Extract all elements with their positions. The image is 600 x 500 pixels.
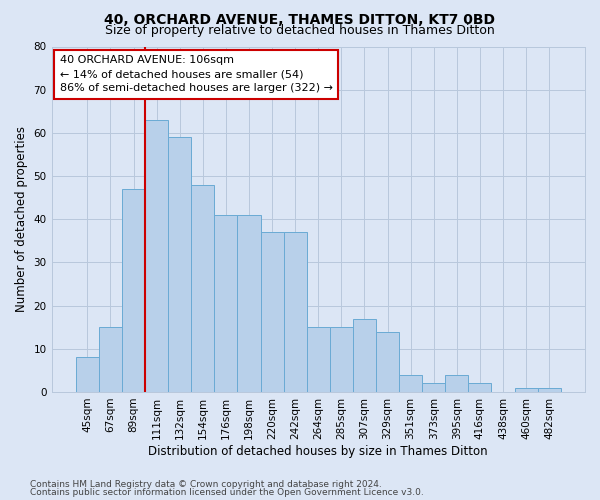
Bar [422,384,445,392]
Bar [399,374,422,392]
Bar [515,388,538,392]
Text: Contains public sector information licensed under the Open Government Licence v3: Contains public sector information licen… [30,488,424,497]
Bar [260,232,284,392]
Bar [538,388,561,392]
Bar [353,318,376,392]
Bar [469,384,491,392]
Bar [307,327,330,392]
Bar [76,358,99,392]
Bar [191,184,214,392]
Text: 40, ORCHARD AVENUE, THAMES DITTON, KT7 0BD: 40, ORCHARD AVENUE, THAMES DITTON, KT7 0… [104,12,496,26]
Text: Contains HM Land Registry data © Crown copyright and database right 2024.: Contains HM Land Registry data © Crown c… [30,480,382,489]
Text: 40 ORCHARD AVENUE: 106sqm
← 14% of detached houses are smaller (54)
86% of semi-: 40 ORCHARD AVENUE: 106sqm ← 14% of detac… [59,55,332,93]
Bar [330,327,353,392]
Text: Size of property relative to detached houses in Thames Ditton: Size of property relative to detached ho… [105,24,495,37]
Bar [122,189,145,392]
Bar [214,215,238,392]
Bar [99,327,122,392]
Bar [238,215,260,392]
Bar [284,232,307,392]
Bar [445,374,469,392]
Bar [145,120,168,392]
X-axis label: Distribution of detached houses by size in Thames Ditton: Distribution of detached houses by size … [148,444,488,458]
Y-axis label: Number of detached properties: Number of detached properties [15,126,28,312]
Bar [168,137,191,392]
Bar [376,332,399,392]
